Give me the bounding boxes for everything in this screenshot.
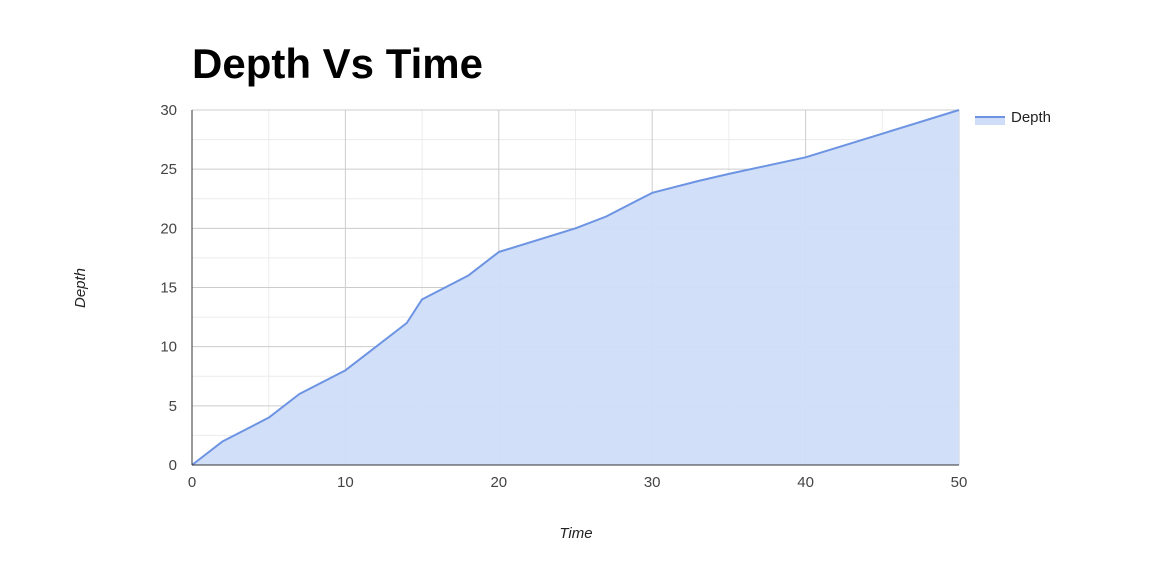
chart-title: Depth Vs Time [192,40,483,87]
y-axis-title: Depth [72,268,89,308]
axes [191,110,959,466]
legend-swatch-fill [975,117,1005,125]
series-line-depth [191,109,960,466]
y-tick-label: 25 [160,161,177,178]
y-tick-label: 10 [160,339,177,356]
x-axis-title: Time [559,525,592,542]
x-tick-label: 50 [951,474,968,491]
y-tick-label: 15 [160,280,177,297]
legend: Depth [975,109,1051,126]
y-axis-ticks: 0 5 10 15 20 25 30 [160,102,177,474]
x-tick-label: 20 [490,474,507,491]
y-tick-label: 30 [160,102,177,119]
legend-label: Depth [1011,109,1051,126]
y-tick-label: 5 [169,398,177,415]
series-area-depth [192,110,959,465]
y-tick-label: 20 [160,220,177,237]
y-tick-label: 0 [169,457,177,474]
x-axis-ticks: 0 10 20 30 40 50 [188,474,968,491]
x-tick-label: 0 [188,474,196,491]
series-layer [191,109,960,466]
x-tick-label: 30 [644,474,661,491]
x-tick-label: 40 [797,474,814,491]
x-tick-label: 10 [337,474,354,491]
